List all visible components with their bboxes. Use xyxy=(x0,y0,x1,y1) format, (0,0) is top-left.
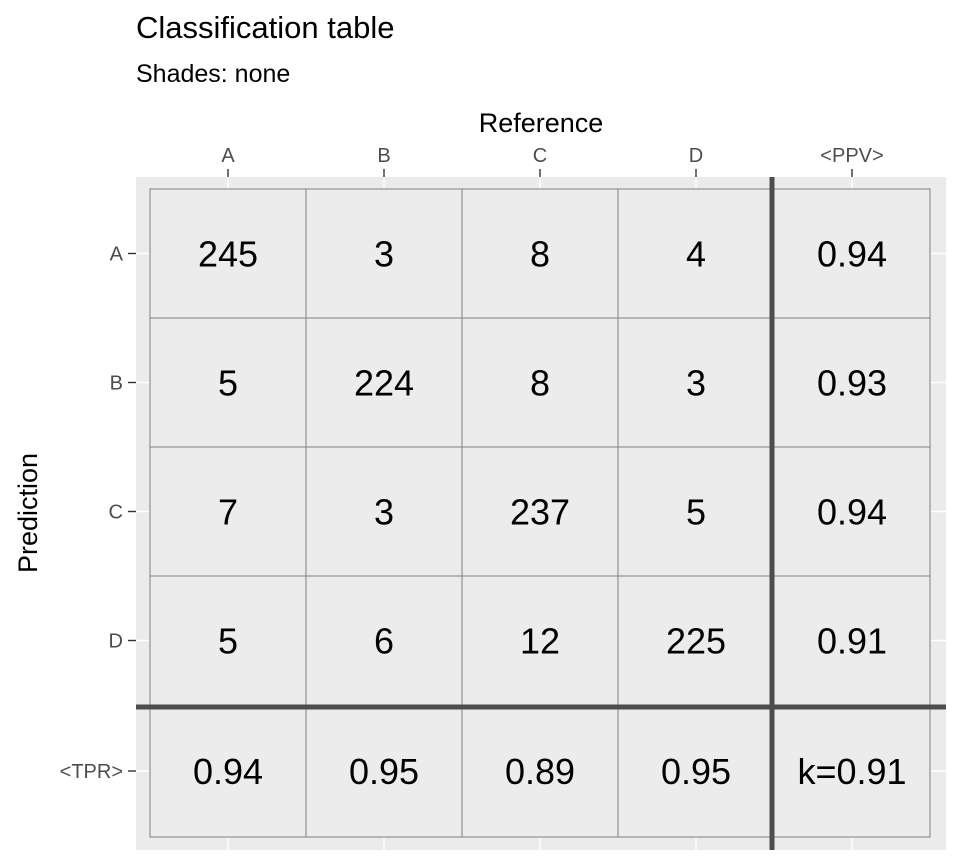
table-cell xyxy=(461,704,619,838)
x-tick-label: D xyxy=(689,145,703,167)
table-cell xyxy=(461,188,619,319)
table-cell xyxy=(773,704,931,838)
table-cell xyxy=(305,575,463,706)
y-tick-label: C xyxy=(109,502,123,524)
table-cell xyxy=(149,188,307,319)
x-tick-label: B xyxy=(377,145,390,167)
table-cell xyxy=(617,704,775,838)
tpr-value: 0.95 xyxy=(661,751,731,792)
cell-value: 237 xyxy=(510,492,570,533)
table-cell xyxy=(461,317,619,448)
kappa-label: k=0.91 xyxy=(797,751,906,792)
table-cell xyxy=(149,446,307,577)
x-tick-label: A xyxy=(221,145,235,167)
table-cell xyxy=(617,317,775,448)
cell-value: 12 xyxy=(520,621,560,662)
cell-value: 3 xyxy=(686,363,706,404)
table-cell xyxy=(773,317,931,448)
x-tick-label: <PPV> xyxy=(820,145,883,167)
table-cell xyxy=(305,317,463,448)
ppv-value: 0.91 xyxy=(817,621,887,662)
y-tick-label: A xyxy=(110,244,124,266)
tpr-value: 0.94 xyxy=(193,751,263,792)
cell-value: 5 xyxy=(218,363,238,404)
x-tick-label: C xyxy=(533,145,547,167)
cell-value: 3 xyxy=(374,492,394,533)
cell-value: 245 xyxy=(198,234,258,275)
table-cell xyxy=(305,188,463,319)
y-tick-label: D xyxy=(109,631,123,653)
cell-value: 6 xyxy=(374,621,394,662)
cell-value: 3 xyxy=(374,234,394,275)
chart-subtitle: Shades: none xyxy=(136,60,291,88)
cell-value: 225 xyxy=(666,621,726,662)
ppv-value: 0.94 xyxy=(817,492,887,533)
cell-value: 7 xyxy=(218,492,238,533)
table-cell xyxy=(773,446,931,577)
cell-value: 8 xyxy=(530,234,550,275)
ppv-value: 0.93 xyxy=(817,363,887,404)
table-cell xyxy=(773,188,931,319)
cell-value: 4 xyxy=(686,234,706,275)
y-axis-title: Prediction xyxy=(13,453,43,573)
tpr-value: 0.89 xyxy=(505,751,575,792)
table-cell xyxy=(305,704,463,838)
cell-value: 5 xyxy=(218,621,238,662)
table-cell xyxy=(617,446,775,577)
y-tick-label: <TPR> xyxy=(60,761,123,783)
table-cell xyxy=(773,575,931,706)
cell-value: 224 xyxy=(354,363,414,404)
chart-title: Classification table xyxy=(136,10,395,45)
tpr-value: 0.95 xyxy=(349,751,419,792)
table-cell xyxy=(461,575,619,706)
x-axis-title: Reference xyxy=(479,108,604,138)
table-cell xyxy=(617,188,775,319)
ppv-value: 0.94 xyxy=(817,234,887,275)
y-tick-label: B xyxy=(110,373,123,395)
cell-value: 5 xyxy=(686,492,706,533)
cell-value: 8 xyxy=(530,363,550,404)
